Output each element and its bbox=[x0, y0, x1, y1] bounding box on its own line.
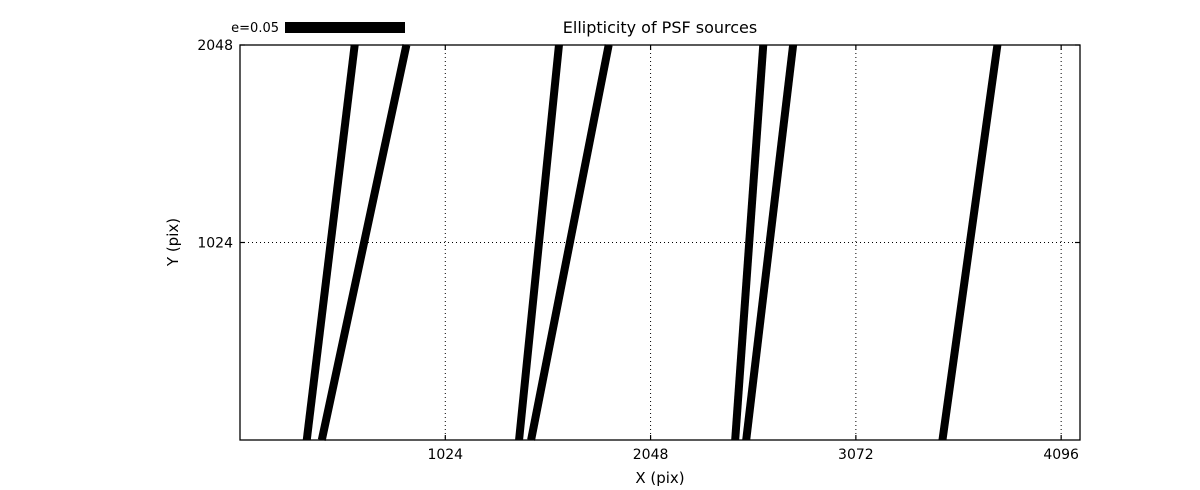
psf-whisker-1 bbox=[302, 44, 359, 441]
psf-whisker-7 bbox=[938, 44, 1002, 441]
psf-whisker-5 bbox=[731, 44, 768, 441]
y-axis-label: Y (pix) bbox=[164, 218, 182, 267]
legend-label: e=0.05 bbox=[231, 21, 279, 36]
whisker-layer bbox=[302, 44, 1002, 441]
psf-whisker-4 bbox=[527, 44, 613, 441]
x-tick-label-1024: 1024 bbox=[427, 447, 463, 463]
x-tick-label-2048: 2048 bbox=[633, 447, 669, 463]
x-tick-label-4096: 4096 bbox=[1043, 447, 1079, 463]
psf-whisker-6 bbox=[742, 44, 798, 441]
legend-swatch bbox=[285, 22, 405, 33]
y-tick-label-2048: 2048 bbox=[197, 38, 233, 54]
chart-title: Ellipticity of PSF sources bbox=[563, 18, 757, 37]
x-axis-label: X (pix) bbox=[635, 469, 684, 487]
tick-layer bbox=[240, 44, 1080, 440]
psf-whisker-3 bbox=[515, 44, 563, 441]
psf-whisker-2 bbox=[317, 44, 411, 441]
x-tick-label-3072: 3072 bbox=[838, 447, 874, 463]
tick-label-layer: 1024 2048 3072 4096 1024 2048 bbox=[197, 38, 1079, 463]
grid-layer bbox=[240, 45, 1080, 440]
y-tick-label-1024: 1024 bbox=[197, 236, 233, 252]
